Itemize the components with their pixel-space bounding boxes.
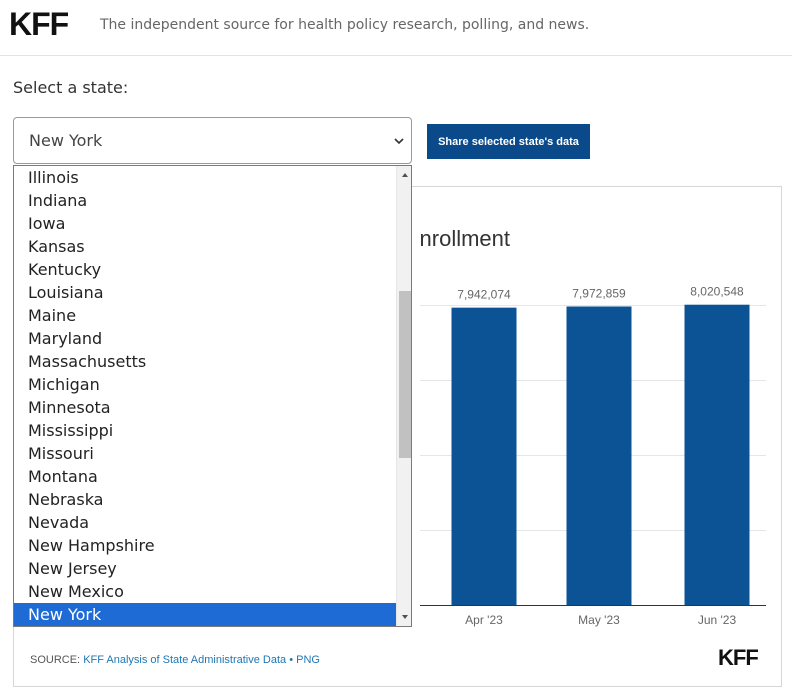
x-tick-label: May '23 (578, 613, 620, 627)
state-option[interactable]: New Hampshire (28, 536, 155, 555)
state-option[interactable]: Nebraska (28, 490, 104, 509)
state-option[interactable]: New Mexico (28, 582, 124, 601)
state-option[interactable]: Nevada (28, 513, 90, 532)
state-options: Illinois Indiana Iowa Kansas Kentucky Louisia… (14, 166, 396, 626)
state-option[interactable]: Maine (28, 306, 77, 325)
state-option[interactable]: Montana (28, 467, 98, 486)
kff-logo[interactable]: KFF (9, 6, 69, 42)
x-tick-label: Apr '23 (465, 613, 503, 627)
state-option[interactable]: New Jersey (28, 559, 117, 578)
state-option[interactable]: New York (14, 603, 396, 626)
chart-title: nrollment (419, 226, 510, 251)
chevron-down-icon (394, 138, 404, 145)
scrollbar-thumb[interactable] (399, 291, 411, 458)
state-option[interactable]: Massachusetts (28, 352, 147, 371)
state-option[interactable]: Minnesota (28, 398, 111, 417)
state-option[interactable]: Iowa (28, 214, 66, 233)
state-option[interactable]: Indiana (28, 191, 88, 210)
state-option[interactable]: Louisiana (28, 283, 104, 302)
state-option[interactable]: Maryland (28, 329, 103, 348)
data-label: 7,972,859 (572, 286, 626, 300)
share-state-data-button[interactable]: Share selected state's data (427, 124, 590, 159)
x-tick-label: Jun '23 (698, 613, 737, 627)
state-option[interactable]: Mississippi (28, 421, 114, 440)
state-option[interactable]: Kentucky (28, 260, 102, 279)
scroll-up-arrow-icon[interactable] (400, 170, 410, 180)
bar (684, 304, 750, 605)
state-dropdown-list[interactable]: Illinois Indiana Iowa Kansas Kentucky Louisia… (13, 165, 412, 627)
state-option[interactable]: Illinois (28, 168, 79, 187)
png-download-link[interactable]: PNG (296, 654, 320, 666)
selected-state-value: New York (29, 131, 103, 150)
scroll-down-arrow-icon[interactable] (400, 612, 410, 622)
data-label: 8,020,548 (690, 285, 744, 299)
state-option[interactable]: Missouri (28, 444, 94, 463)
source-separator: • (289, 654, 294, 666)
source-link[interactable]: KFF Analysis of State Administrative Dat… (83, 654, 287, 666)
source-label: SOURCE: (30, 654, 81, 666)
bar (566, 306, 632, 605)
select-state-label: Select a state: (13, 78, 129, 97)
tagline: The independent source for health policy… (100, 17, 590, 33)
data-label: 7,942,074 (457, 288, 511, 302)
state-option[interactable]: Michigan (28, 375, 100, 394)
chart-source: SOURCE: KFF Analysis of State Administra… (30, 654, 320, 666)
state-option[interactable]: Kansas (28, 237, 85, 256)
state-select[interactable]: New York (13, 117, 412, 164)
site-header: KFF The independent source for health po… (0, 0, 792, 56)
dropdown-scrollbar[interactable] (396, 166, 411, 626)
bar (451, 307, 517, 605)
footer-kff-logo: KFF (718, 645, 759, 670)
